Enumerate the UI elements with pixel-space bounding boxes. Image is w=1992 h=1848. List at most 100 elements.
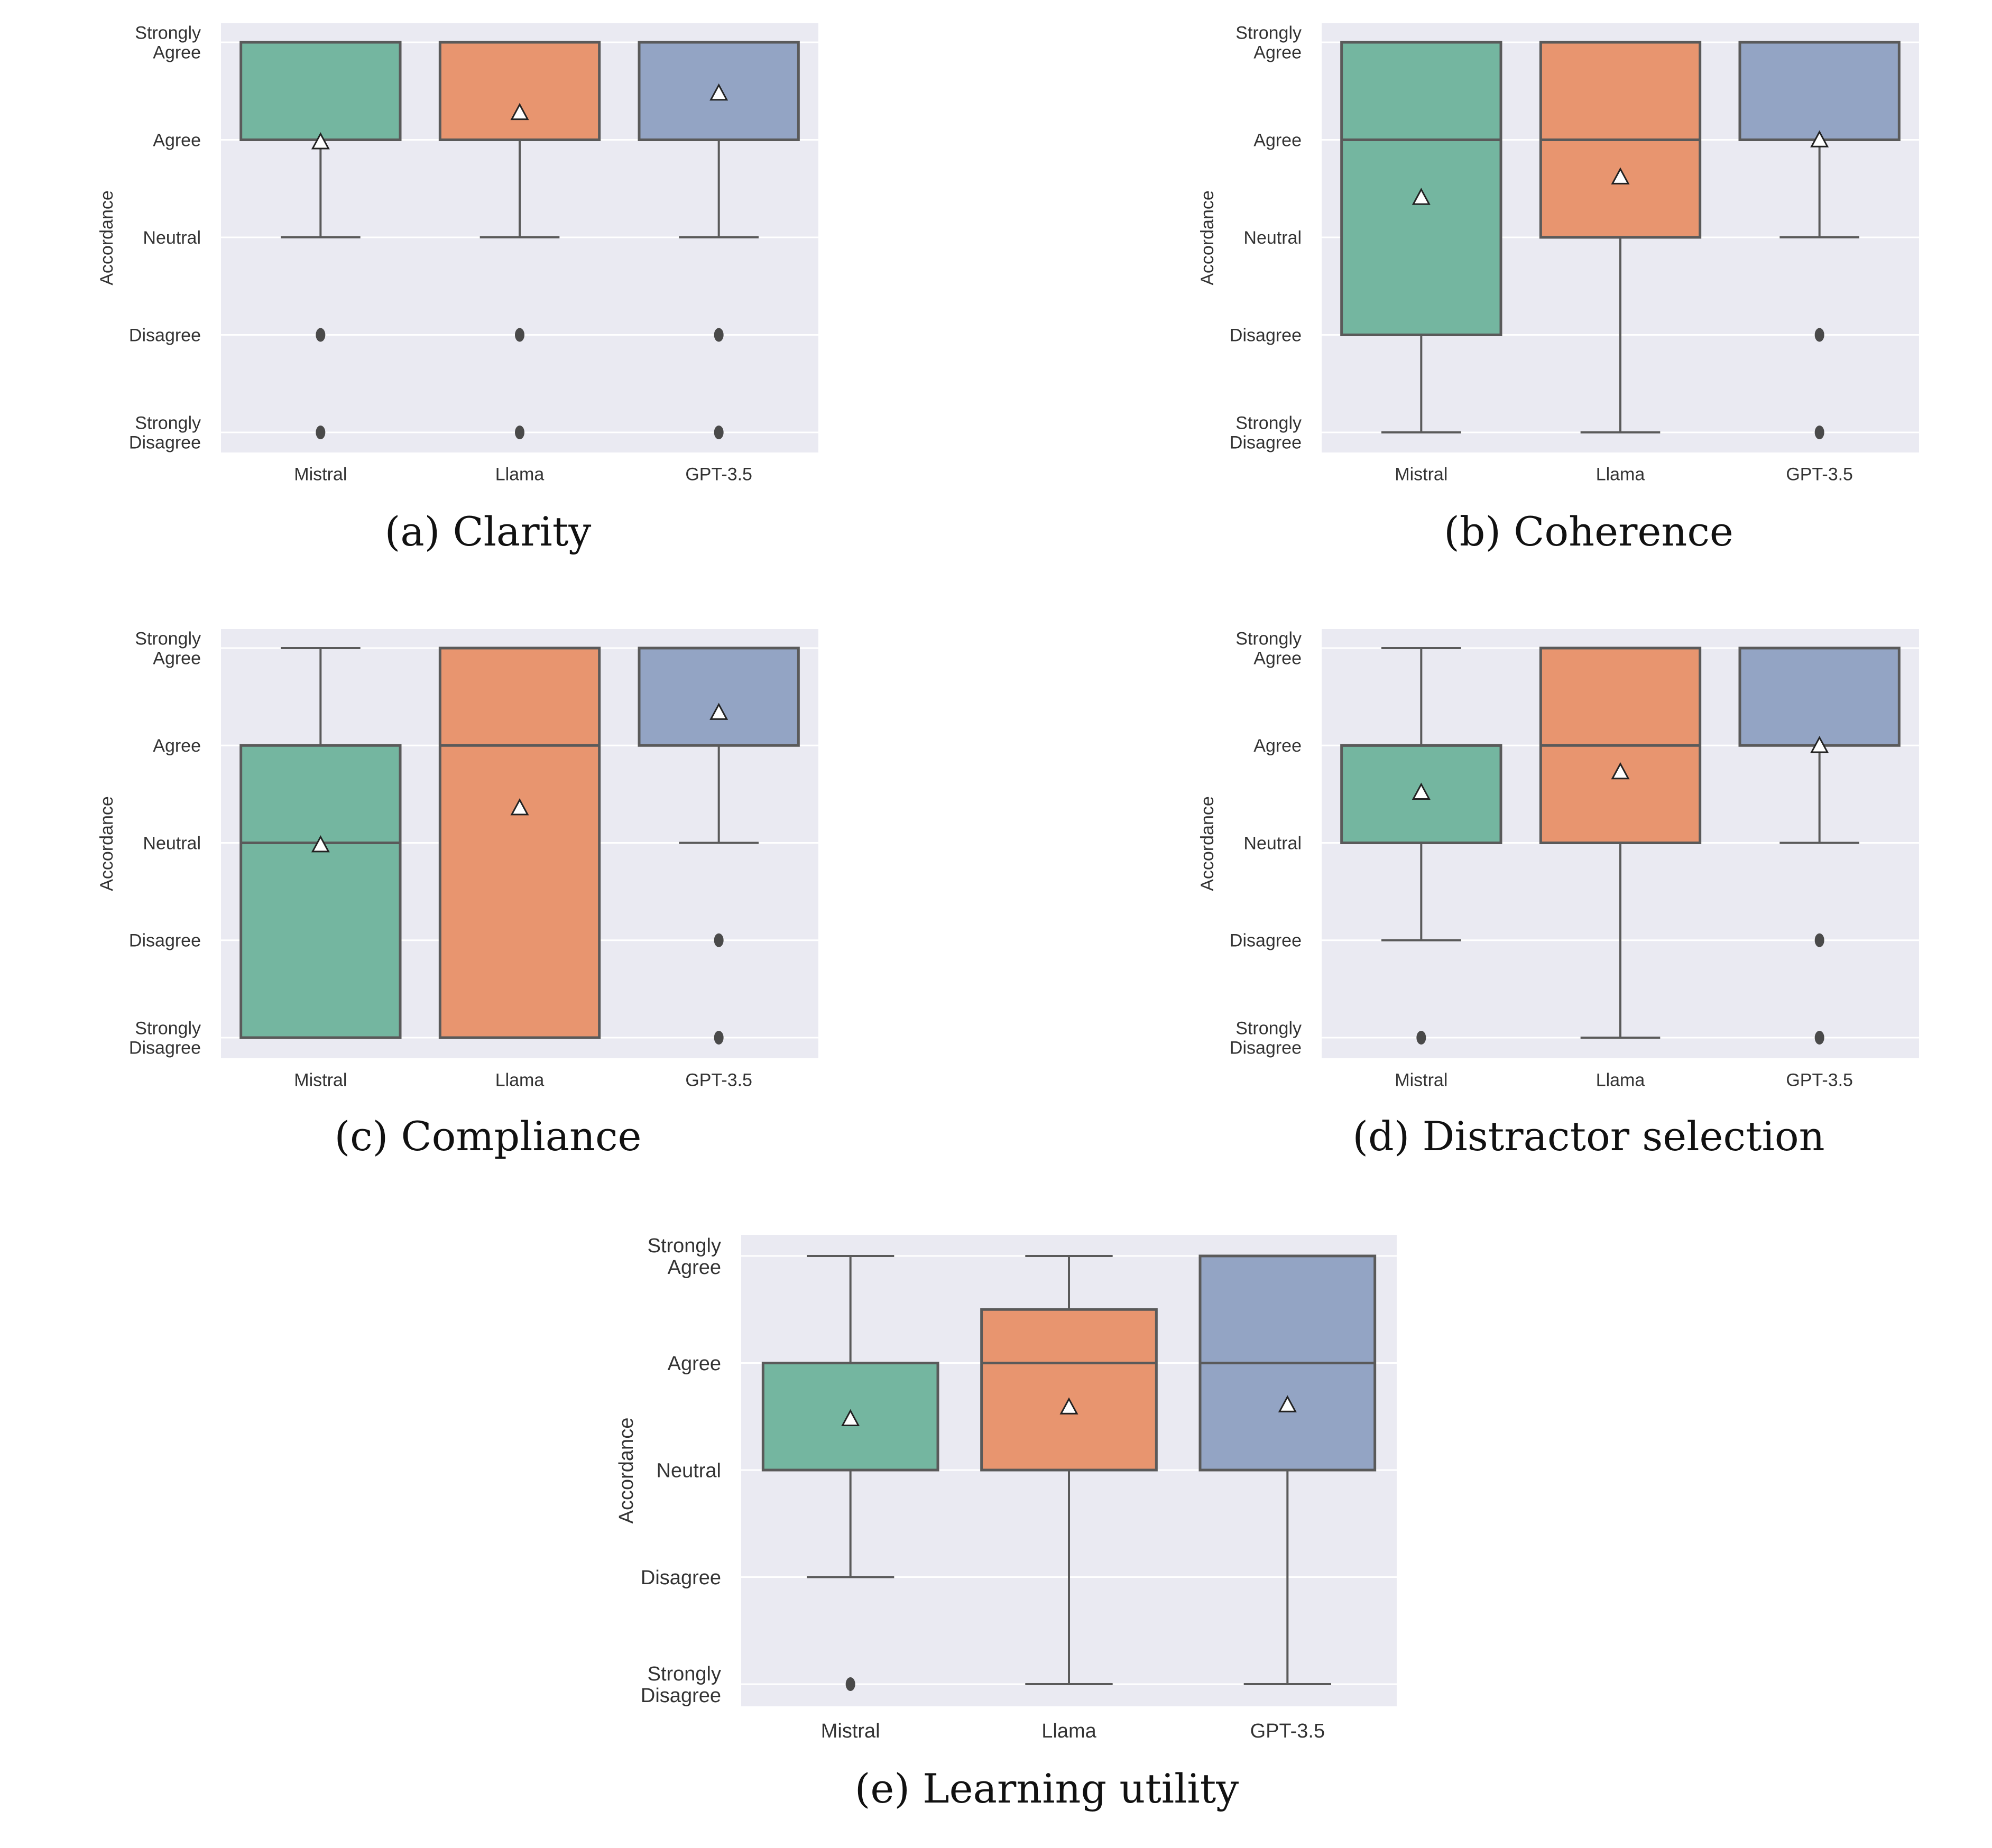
y-tick-label: Strongly Disagree — [641, 1663, 721, 1707]
outlier-point — [845, 1677, 855, 1691]
mean-marker — [311, 132, 330, 150]
y-tick-label: Neutral — [1243, 228, 1302, 248]
caption-distractor-selection: (d) Distractor selection — [1352, 1113, 1825, 1160]
outlier-point — [515, 426, 524, 439]
box-gpt-3-5 — [1198, 1254, 1377, 1685]
outlier-point — [714, 328, 724, 342]
y-tick-label: Strongly Disagree — [1230, 1019, 1302, 1058]
box-llama — [438, 646, 601, 1039]
y-tick-label: Strongly Agree — [135, 23, 201, 63]
x-tick-label: Llama — [1596, 465, 1645, 485]
chart-panel-2: Strongly Disagree Disagree Neutral Agree Stro… — [97, 629, 818, 1091]
mean-marker — [510, 798, 529, 816]
outlier-point — [1814, 933, 1824, 947]
x-tick-label: Mistral — [294, 465, 347, 485]
outlier-point — [1814, 426, 1824, 439]
outlier-point — [714, 933, 724, 947]
x-tick-label: Llama — [1041, 1720, 1096, 1742]
y-tick-label: Strongly Agree — [1235, 23, 1302, 63]
box-body — [1738, 646, 1901, 747]
y-tick-label: Neutral — [1243, 833, 1302, 853]
y-tick-label: Strongly Agree — [648, 1235, 721, 1279]
x-tick-label: GPT-3.5 — [685, 1070, 752, 1091]
mean-marker — [841, 1409, 860, 1427]
mean-marker — [1810, 736, 1829, 753]
mean-marker — [311, 835, 330, 853]
box-body — [239, 41, 402, 141]
caption-compliance: (c) Compliance — [334, 1113, 642, 1160]
mean-marker — [1412, 782, 1431, 800]
box-llama — [1539, 646, 1702, 1039]
box-mistral — [239, 647, 402, 1039]
box-gpt-3-5 — [1738, 41, 1901, 439]
x-tick-label: Mistral — [821, 1720, 880, 1742]
y-tick-label: Disagree — [129, 325, 201, 345]
x-tick-label: Mistral — [1395, 1070, 1447, 1091]
y-tick-label: Neutral — [143, 833, 201, 853]
y-tick-label: Agree — [668, 1353, 721, 1375]
caption-learning-utility: (e) Learning utility — [854, 1765, 1239, 1812]
box-mistral — [1340, 41, 1502, 433]
box-mistral — [1340, 647, 1502, 1045]
outlier-point — [316, 328, 326, 342]
caption-coherence: (b) Coherence — [1444, 508, 1733, 555]
box-body — [638, 646, 800, 747]
chart-panel-4: Strongly Disagree Disagree Neutral Agree Stro… — [615, 1235, 1397, 1742]
mean-marker — [1810, 130, 1829, 147]
caption-clarity: (a) Clarity — [384, 508, 592, 555]
y-tick-label: Agree — [153, 736, 201, 756]
box-body — [1738, 41, 1901, 141]
outlier-point — [1814, 1031, 1824, 1045]
mean-marker — [1412, 188, 1431, 205]
y-tick-label: Strongly Agree — [135, 629, 201, 669]
x-tick-label: GPT-3.5 — [685, 465, 752, 485]
x-tick-label: Llama — [495, 465, 545, 485]
y-axis-label: Accordance — [97, 796, 117, 891]
box-body — [438, 41, 601, 141]
y-tick-label: Strongly Disagree — [129, 1019, 201, 1058]
outlier-point — [714, 426, 724, 439]
x-tick-label: Mistral — [294, 1070, 347, 1091]
mean-marker — [1611, 167, 1630, 184]
chart-panel-3: Strongly Disagree Disagree Neutral Agree Stro… — [1197, 629, 1919, 1091]
box-mistral — [239, 41, 402, 439]
outlier-point — [714, 1031, 724, 1045]
y-axis-label: Accordance — [1197, 190, 1218, 285]
y-tick-label: Disagree — [129, 931, 201, 951]
mean-marker — [709, 83, 728, 101]
y-axis-label: Accordance — [1197, 796, 1218, 891]
mean-marker — [510, 103, 529, 121]
box-body — [980, 1308, 1158, 1472]
outlier-point — [1416, 1031, 1426, 1045]
chart-panel-1: Strongly Disagree Disagree Neutral Agree Stro… — [1197, 23, 1919, 485]
box-llama — [980, 1255, 1158, 1685]
box-llama — [438, 41, 601, 439]
box-mistral — [761, 1255, 939, 1691]
outlier-point — [1814, 328, 1824, 342]
x-tick-label: GPT-3.5 — [1786, 465, 1853, 485]
y-tick-label: Neutral — [657, 1459, 722, 1482]
mean-marker — [1611, 762, 1630, 780]
y-axis-label: Accordance — [97, 190, 117, 285]
box-gpt-3-5 — [1738, 646, 1901, 1045]
box-body — [438, 646, 601, 1039]
y-tick-label: Strongly Agree — [1235, 629, 1302, 669]
x-tick-label: Llama — [495, 1070, 545, 1091]
x-tick-label: GPT-3.5 — [1786, 1070, 1853, 1091]
y-tick-label: Strongly Disagree — [129, 413, 201, 453]
x-tick-label: Mistral — [1395, 465, 1447, 485]
mean-marker — [1059, 1397, 1078, 1415]
x-tick-label: GPT-3.5 — [1250, 1720, 1325, 1742]
y-tick-label: Neutral — [143, 228, 201, 248]
x-tick-label: Llama — [1596, 1070, 1645, 1091]
y-tick-label: Disagree — [641, 1567, 721, 1589]
box-llama — [1539, 41, 1702, 433]
y-axis-label: Accordance — [615, 1418, 638, 1524]
outlier-point — [316, 426, 326, 439]
y-tick-label: Disagree — [1230, 931, 1302, 951]
box-gpt-3-5 — [638, 646, 800, 1045]
chart-panel-0: Strongly Disagree Disagree Neutral Agree Stro… — [97, 23, 818, 485]
box-body — [239, 744, 402, 1039]
y-tick-label: Strongly Disagree — [1230, 413, 1302, 453]
